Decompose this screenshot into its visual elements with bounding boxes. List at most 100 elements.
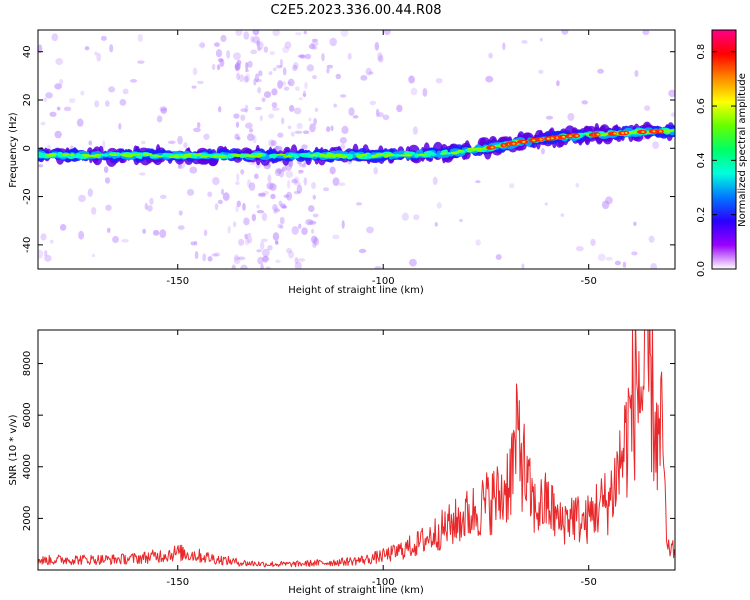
noise-blob (308, 117, 312, 122)
ridge-blob (378, 153, 384, 156)
noise-blob (268, 71, 273, 76)
noise-blob (247, 232, 252, 237)
noise-blob (281, 166, 287, 172)
colorbar-tick-label: 0.2 (696, 207, 707, 223)
noise-blob (298, 162, 303, 168)
noise-blob (144, 202, 148, 210)
noise-blob (88, 140, 93, 146)
noise-blob (254, 106, 262, 111)
noise-blob (138, 172, 146, 176)
ridge-blob (216, 155, 227, 158)
ridge-blob (473, 147, 485, 151)
noise-blob (301, 144, 308, 150)
ridge-blob (283, 155, 293, 158)
noise-blob (177, 163, 182, 170)
hot-spot-core (568, 135, 572, 138)
noise-blob (240, 169, 245, 175)
noise-blob (59, 223, 67, 231)
noise-blob (352, 114, 359, 119)
noise-blob (265, 266, 271, 269)
noise-blob (290, 131, 295, 137)
noise-blob (597, 253, 606, 262)
noise-blob (236, 59, 242, 66)
noise-blob (332, 177, 340, 187)
noise-blob (78, 194, 86, 203)
noise-blob (245, 122, 253, 129)
noise-blob (276, 146, 284, 152)
noise-blob (306, 64, 315, 72)
noise-blob (567, 112, 575, 121)
noise-blob (245, 61, 249, 71)
noise-blob (268, 113, 275, 119)
noise-blob (109, 44, 114, 53)
noise-blob (412, 126, 418, 135)
noise-blob (217, 58, 224, 63)
noise-blob (257, 192, 266, 197)
noise-blob (263, 91, 272, 99)
noise-blob (298, 97, 304, 101)
noise-blob (293, 182, 302, 186)
noise-blob (56, 106, 61, 111)
noise-blob (355, 202, 363, 206)
noise-blob (311, 45, 318, 50)
noise-blob (103, 166, 109, 173)
noise-blob (545, 115, 554, 120)
ridge-blob (57, 151, 63, 157)
noise-blob (305, 218, 314, 226)
noise-blob (94, 51, 98, 56)
noise-blob (277, 80, 283, 89)
noise-blob (262, 255, 269, 263)
noise-blob (285, 247, 293, 254)
noise-blob (668, 89, 675, 98)
noise-blob (313, 237, 320, 246)
noise-blob (339, 137, 347, 144)
noise-blob (308, 220, 317, 225)
noise-blob (540, 148, 545, 155)
noise-blob (276, 64, 283, 69)
noise-blob (211, 63, 216, 71)
noise-blob (226, 50, 231, 59)
ridge-blob (172, 154, 178, 157)
noise-blob (183, 142, 188, 149)
noise-blob (252, 135, 257, 144)
noise-blob (200, 41, 206, 49)
noise-blob (373, 166, 379, 175)
noise-blob (560, 213, 565, 217)
noise-blob (633, 221, 637, 226)
noise-blob (232, 221, 237, 228)
noise-blob (252, 36, 260, 44)
noise-blob (283, 86, 290, 91)
ridge-blob (276, 153, 287, 156)
noise-blob (296, 184, 303, 194)
noise-blob (252, 30, 260, 36)
noise-blob (341, 220, 345, 229)
ridge-blob (326, 153, 333, 156)
noise-blob (55, 58, 64, 66)
noise-blob (119, 99, 127, 106)
noise-blob (375, 108, 380, 118)
noise-blob (240, 114, 246, 121)
ridge-blob (441, 152, 448, 155)
noise-blob (222, 192, 230, 201)
noise-blob (177, 135, 183, 145)
noise-blob (368, 71, 374, 75)
colorbar-label: Normalized spectral amplitude (737, 73, 748, 227)
noise-blob (194, 251, 199, 260)
noise-blob (282, 46, 290, 54)
noise-blob (340, 30, 349, 37)
noise-blob (270, 193, 276, 200)
noise-blob (256, 41, 264, 50)
ridge-blob (44, 153, 57, 157)
noise-blob (253, 173, 259, 180)
noise-blob (189, 166, 198, 174)
ridge-blob (162, 152, 169, 156)
noise-blob (275, 240, 280, 245)
ridge-blob (247, 154, 259, 158)
noise-blob (256, 249, 262, 253)
noise-blob (296, 122, 303, 130)
ridge-blob (663, 129, 673, 132)
noise-blob (49, 239, 54, 244)
noise-blob (256, 40, 261, 47)
noise-blob (304, 82, 308, 90)
